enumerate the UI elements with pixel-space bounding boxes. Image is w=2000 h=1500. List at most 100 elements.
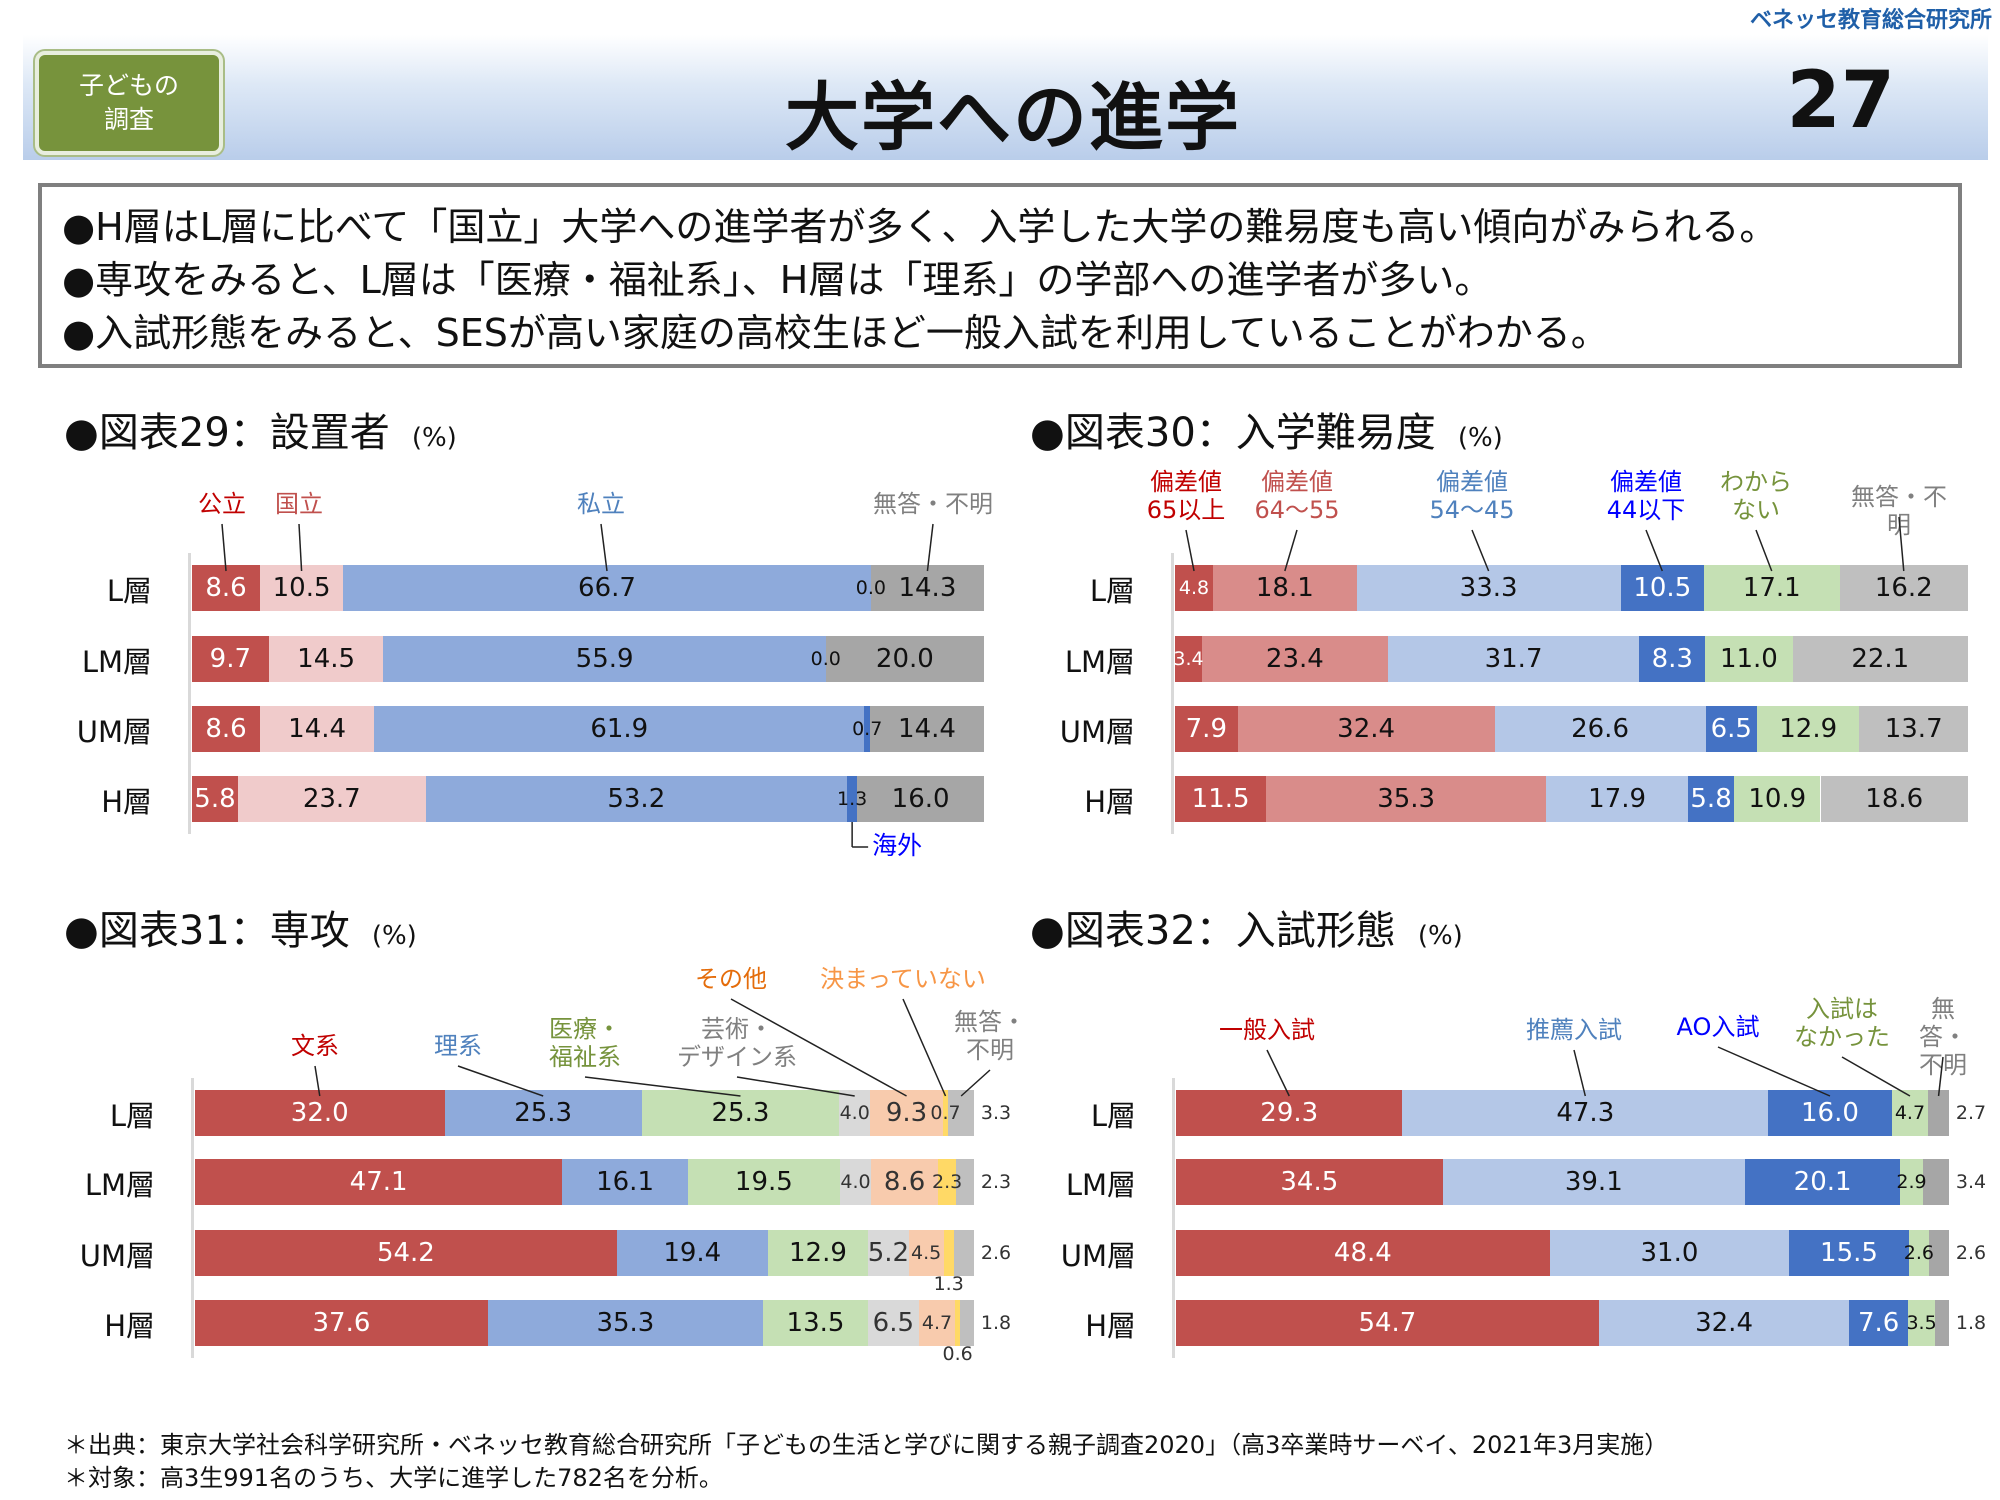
bar-segment: [1891, 1090, 1929, 1136]
stacked-bar: [1175, 565, 1968, 611]
bar-segment: [839, 1159, 872, 1205]
legend-label: 偏差値 44以下: [1606, 468, 1686, 524]
data-label: 26.6: [1571, 714, 1629, 744]
row-label: UM層: [79, 1239, 155, 1273]
chart-axis: [191, 1078, 194, 1358]
data-label: 10.5: [1633, 573, 1692, 603]
bar-segment: [1820, 776, 1968, 822]
data-label: 9.3: [885, 1098, 928, 1128]
data-label: 1.3: [933, 1273, 964, 1295]
bar-segment: [1639, 636, 1706, 682]
stacked-bar: [195, 1300, 974, 1346]
row-label: LM層: [81, 645, 152, 679]
row-label: LM層: [84, 1168, 155, 1202]
bar-segment: [1175, 565, 1214, 611]
data-label: 19.4: [663, 1238, 722, 1268]
stacked-bar: [1176, 1159, 1949, 1205]
bar-segment: [1928, 1230, 1949, 1276]
bar-segment: [1757, 706, 1860, 752]
data-label: 32.4: [1337, 714, 1396, 744]
data-label: 14.3: [898, 573, 957, 603]
bar-segment: [1266, 776, 1547, 822]
stacked-bar: [192, 776, 984, 822]
data-label: 20.0: [875, 644, 934, 674]
data-label: 0.7: [930, 1102, 961, 1124]
data-label: 10.9: [1748, 784, 1807, 814]
bar-segment: [1859, 706, 1968, 752]
chart-axis: [1172, 1078, 1175, 1358]
bar-segment: [192, 776, 238, 822]
chart-title: ●図表29：設置者 (%): [64, 400, 457, 458]
data-label: 0.6: [942, 1343, 973, 1365]
data-label: 47.1: [349, 1167, 408, 1197]
data-label: 5.2: [867, 1238, 910, 1268]
bar-segment: [641, 1090, 840, 1136]
data-label: 4.7: [1894, 1102, 1926, 1124]
bar-segment: [864, 706, 870, 752]
bar-segment: [1176, 1159, 1443, 1205]
data-label: 19.5: [734, 1167, 793, 1197]
data-label: 34.5: [1280, 1167, 1339, 1197]
data-label: 6.5: [1710, 714, 1752, 744]
row-label: H層: [1084, 785, 1135, 819]
bar-segment: [1175, 776, 1267, 822]
stacked-bar: [1176, 1230, 1949, 1276]
chart-unit: (%): [411, 423, 457, 453]
bar-segment: [195, 1090, 445, 1136]
data-label: 4.7: [921, 1312, 953, 1334]
data-label: 11.5: [1191, 784, 1250, 814]
data-label: 11.0: [1719, 644, 1778, 674]
data-label: 17.1: [1742, 573, 1801, 603]
data-label: 66.7: [578, 573, 636, 603]
stacked-bar: [195, 1090, 974, 1136]
data-label: 2.6: [980, 1242, 1012, 1264]
chart-title-text: ●図表30：入学難易度: [1030, 410, 1436, 456]
data-label: 25.3: [711, 1098, 770, 1128]
data-label: 1.8: [1955, 1312, 1987, 1334]
legend-label: 海外: [872, 831, 923, 860]
leader-line: [298, 523, 303, 572]
data-label: 54.2: [376, 1238, 435, 1268]
bar-segment: [1900, 1159, 1923, 1205]
bar-segment: [868, 1230, 909, 1276]
bar-segment: [948, 1090, 974, 1136]
row-label: LM層: [1065, 1168, 1136, 1202]
brand-name: ベネッセ教育総合研究所: [1749, 8, 1992, 33]
data-label: 14.4: [898, 714, 956, 744]
stacked-bar: [1175, 636, 1968, 682]
summary-line: ●入試形態をみると、SESが高い家庭の高校生ほど一般入試を利用していることがわか…: [62, 311, 1609, 355]
data-label: 0.7: [852, 718, 883, 740]
data-label: 16.0: [1801, 1098, 1859, 1128]
legend-label: 無答・不明: [873, 490, 993, 518]
legend-label: AO入試: [1676, 1013, 1760, 1041]
data-label: 12.9: [789, 1238, 847, 1268]
footnote-target: ＊対象：高3生991名のうち、大学に進学した782名を分析。: [64, 1464, 723, 1492]
chart-title-text: ●図表31：専攻: [64, 908, 350, 954]
row-label: LM層: [1064, 645, 1135, 679]
bar-segment: [956, 1159, 974, 1205]
bar-segment: [1705, 636, 1793, 682]
data-label: 16.1: [596, 1167, 654, 1197]
data-label: 13.5: [786, 1308, 845, 1338]
bar-segment: [425, 776, 847, 822]
bar-segment: [959, 1300, 974, 1346]
bar-segment: [1213, 565, 1357, 611]
stacked-bar: [1175, 706, 1968, 752]
data-label: 4.0: [840, 1171, 871, 1193]
bar-segment: [374, 706, 865, 752]
row-label: L層: [1089, 574, 1135, 608]
data-label: 8.6: [883, 1167, 926, 1197]
bar-segment: [1175, 706, 1238, 752]
bar-segment: [918, 1300, 956, 1346]
data-label: 3.5: [1906, 1312, 1937, 1334]
bar-segment: [1935, 1300, 1949, 1346]
data-label: 2.6: [1955, 1242, 1987, 1264]
chart-unit: (%): [1417, 921, 1463, 951]
bar-segment: [192, 565, 261, 611]
legend-label: 私立: [577, 490, 625, 518]
bar-segment: [1908, 1300, 1936, 1346]
bar-segment: [616, 1230, 768, 1276]
data-label: 35.3: [1377, 784, 1436, 814]
row-label: H層: [1085, 1309, 1136, 1343]
row-label: H層: [101, 785, 152, 819]
